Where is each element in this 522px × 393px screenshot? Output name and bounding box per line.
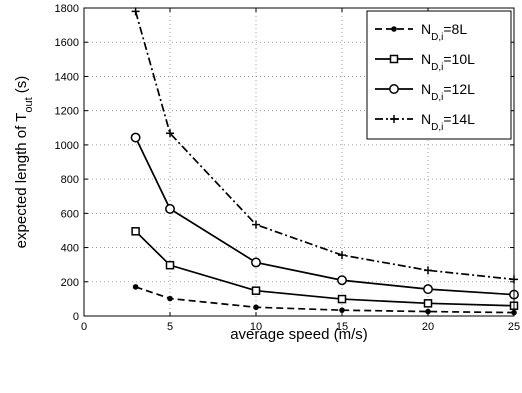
legend-label-subscript: D,i (431, 92, 443, 103)
y-tick-label: 1600 (55, 37, 79, 49)
y-tick-label: 600 (61, 208, 79, 220)
series-marker-circle (130, 132, 141, 143)
y-axis-label-subscript: out (23, 97, 35, 112)
legend-box (366, 10, 512, 140)
y-tick-label: 1000 (55, 140, 79, 152)
legend-label-subscript: D,i (431, 62, 443, 73)
series-marker-plus (338, 251, 346, 260)
plot-area-frame (83, 7, 515, 317)
legend-label-value: =8L (443, 21, 467, 37)
x-tick-label: 0 (81, 321, 87, 333)
legend-label-subscript: D,i (431, 32, 443, 43)
legend-label: ND,i=8L (421, 21, 467, 43)
legend-label-value: =14L (443, 111, 475, 127)
series-marker-square (389, 54, 399, 64)
legend-label-main: N (421, 111, 431, 127)
series-marker-circle (337, 275, 347, 286)
y-tick-label: 1200 (55, 106, 79, 118)
series-2 (131, 227, 519, 310)
legend-label-value: =10L (443, 51, 475, 67)
axis-ticks: 0 5 10 15 20 25 0 200 400 600 800 1000 1200 1400 1600 1… (55, 3, 521, 333)
y-tick-label: 0 (73, 311, 79, 323)
series-marker-dot (339, 307, 345, 313)
series-marker-plus (131, 7, 140, 16)
y-tick-label: 400 (61, 243, 79, 255)
series-marker-plus (252, 220, 260, 229)
x-tick-label: 5 (167, 321, 173, 333)
legend-label-value: =12L (443, 81, 475, 97)
series-1 (132, 284, 517, 316)
series-marker-circle (165, 203, 175, 214)
series-marker-square (337, 294, 347, 304)
legend-label-main: N (421, 51, 431, 67)
legend-label: ND,i=10L (421, 51, 475, 73)
series-line (134, 137, 515, 296)
series-marker-plus (166, 129, 174, 138)
series-marker-square (131, 227, 140, 236)
series-marker-dot (132, 284, 139, 290)
x-tick-label: 20 (422, 321, 434, 333)
series-marker-dot (425, 308, 431, 315)
series-marker-square (165, 260, 175, 270)
legend-label: ND,i=12L (421, 81, 475, 103)
legend-label-subscript: D,i (431, 122, 443, 133)
series-marker-square (251, 286, 261, 295)
series-marker-dot (253, 304, 259, 311)
series-marker-dot (167, 295, 173, 302)
series-3 (130, 132, 519, 300)
series-marker-square (423, 299, 433, 308)
legend-label-main: N (421, 21, 431, 37)
legend-label: ND,i=14L (421, 111, 475, 133)
y-tick-label: 200 (61, 277, 79, 289)
y-axis-label: expected length of Tout (s) (13, 76, 35, 249)
y-tick-label: 1800 (55, 3, 79, 15)
series-line (135, 286, 515, 314)
series-marker-plus (390, 115, 398, 123)
series-marker-circle (423, 284, 433, 295)
y-tick-label: 1400 (55, 71, 79, 83)
series-marker-circle (251, 257, 261, 268)
series-line (135, 230, 515, 307)
legend-label-main: N (421, 81, 431, 97)
y-tick-label: 800 (61, 174, 79, 186)
series-marker-plus (424, 266, 432, 275)
x-axis-label: average speed (m/s) (230, 326, 368, 343)
x-tick-label: 25 (508, 321, 520, 333)
series-marker-circle (389, 84, 399, 94)
y-axis-label-unit: (s) (13, 76, 30, 98)
y-axis-label-main: expected length of T (13, 113, 30, 249)
series-marker-dot (391, 26, 397, 32)
x-tick-label: 10 (250, 321, 262, 333)
x-tick-label: 15 (336, 321, 348, 333)
